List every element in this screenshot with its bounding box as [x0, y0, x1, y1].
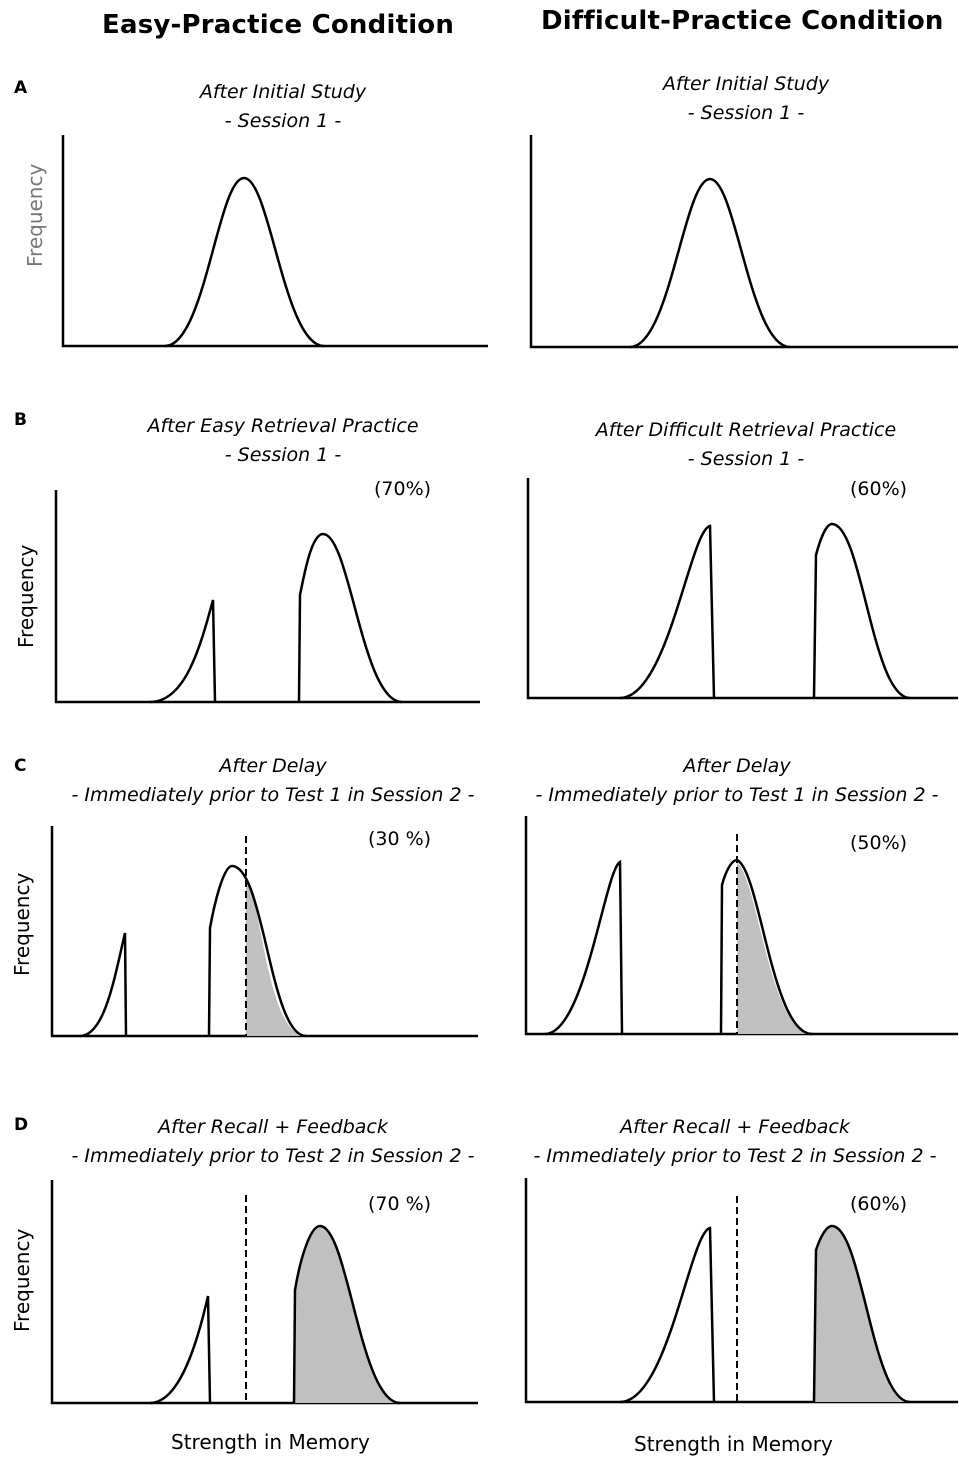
- title-b-right: After Difficult Retrieval Practice - Ses…: [511, 416, 959, 474]
- title-a-right: After Initial Study - Session 1 -: [511, 70, 959, 128]
- curve-d-left-high: [292, 1224, 401, 1405]
- percent-c-left: (30 %): [368, 828, 432, 850]
- title-b-right-line1: After Difficult Retrieval Practice: [595, 419, 897, 441]
- title-d-right: After Recall + Feedback - Immediately pr…: [500, 1113, 959, 1171]
- title-d-right-line1: After Recall + Feedback: [620, 1116, 850, 1138]
- axes-b-left: [54, 490, 480, 704]
- curve-c-right-low: [544, 859, 624, 1036]
- axes-d-right: [524, 1178, 958, 1404]
- curve-c-right-high: [719, 858, 813, 1036]
- row-letter-b: B: [14, 410, 27, 430]
- title-b-right-line2: - Session 1 -: [687, 448, 805, 470]
- axes-c-left: [50, 826, 478, 1038]
- percent-b-left: (70%): [374, 478, 432, 500]
- title-b-left: After Easy Retrieval Practice - Session …: [48, 412, 518, 470]
- title-c-left: After Delay - Immediately prior to Test …: [38, 752, 508, 810]
- easy-condition-header: Easy-Practice Condition: [102, 10, 455, 40]
- title-d-right-line2: - Immediately prior to Test 2 in Session…: [533, 1145, 937, 1167]
- percent-c-right: (50%): [850, 832, 908, 854]
- shade-c-right: [737, 862, 812, 1034]
- title-c-right-line1: After Delay: [683, 755, 791, 777]
- axes-b-right: [526, 478, 958, 700]
- title-c-left-line2: - Immediately prior to Test 1 in Session…: [71, 784, 475, 806]
- axes-c-right: [524, 816, 958, 1036]
- title-d-left: After Recall + Feedback - Immediately pr…: [38, 1113, 508, 1171]
- curve-d-right-high: [812, 1224, 911, 1404]
- row-letter-d: D: [14, 1115, 29, 1135]
- difficult-condition-header: Difficult-Practice Condition: [541, 6, 944, 36]
- xlabel-right: Strength in Memory: [634, 1432, 833, 1456]
- title-a-left-line1: After Initial Study: [199, 81, 367, 103]
- xlabel-left: Strength in Memory: [171, 1430, 370, 1454]
- curve-d-left-low: [149, 1295, 212, 1405]
- percent-b-right: (60%): [850, 478, 908, 500]
- curve-a-left: [164, 176, 325, 348]
- title-c-right: After Delay - Immediately prior to Test …: [502, 752, 959, 810]
- axes-a-right: [529, 135, 958, 349]
- row-letter-c: C: [14, 756, 27, 776]
- title-a-right-line1: After Initial Study: [662, 73, 830, 95]
- axes-a-left: [61, 135, 488, 348]
- title-a-left: After Initial Study - Session 1 -: [48, 78, 518, 136]
- curve-d-right-low: [619, 1226, 716, 1404]
- title-a-right-line2: - Session 1 -: [687, 102, 805, 124]
- curve-b-left-high: [297, 532, 403, 704]
- curve-b-right-low: [619, 524, 716, 700]
- title-a-left-line2: - Session 1 -: [224, 110, 342, 132]
- row-letter-a: A: [14, 78, 28, 98]
- curve-b-left-low: [149, 599, 217, 704]
- title-b-left-line2: - Session 1 -: [224, 444, 342, 466]
- title-b-left-line1: After Easy Retrieval Practice: [147, 415, 419, 437]
- curve-b-right-high: [812, 522, 911, 700]
- shade-c-left: [246, 876, 306, 1036]
- shade-d-left: [294, 1226, 400, 1403]
- curve-c-left-low: [79, 932, 128, 1038]
- title-d-left-line1: After Recall + Feedback: [158, 1116, 388, 1138]
- title-c-left-line1: After Delay: [219, 755, 327, 777]
- percent-d-right: (60%): [850, 1193, 908, 1215]
- shade-d-right: [814, 1226, 910, 1402]
- title-c-right-line2: - Immediately prior to Test 1 in Session…: [535, 784, 939, 806]
- curve-a-right: [629, 177, 791, 349]
- axes-d-left: [50, 1180, 478, 1405]
- percent-d-left: (70 %): [368, 1193, 432, 1215]
- title-d-left-line2: - Immediately prior to Test 2 in Session…: [71, 1145, 475, 1167]
- curve-c-left-high: [207, 864, 307, 1038]
